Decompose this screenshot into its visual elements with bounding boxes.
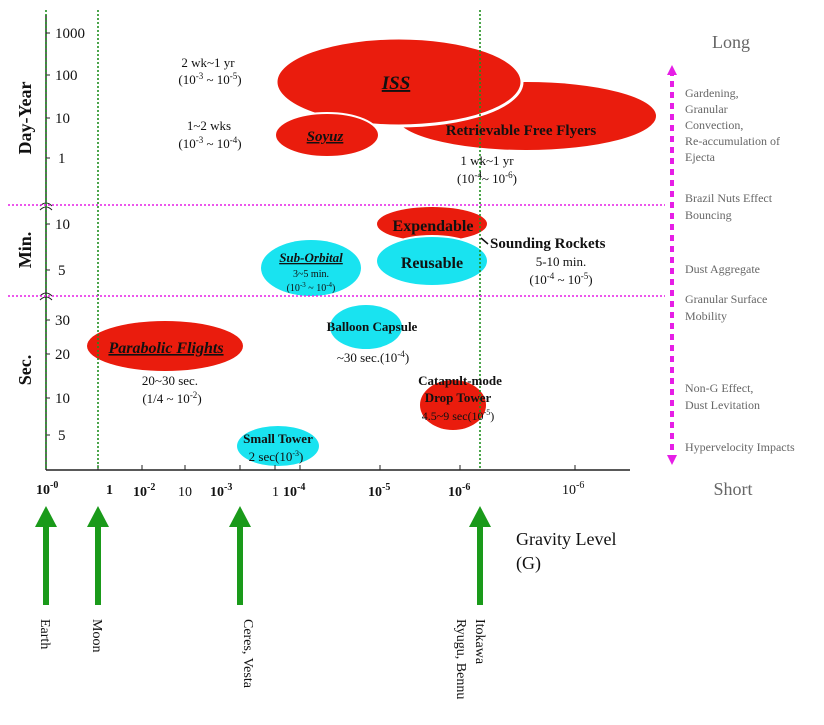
sub-orbital-label: Sub-Orbital	[279, 250, 343, 265]
phenomenon-label: Granular Surface Mobility	[685, 292, 770, 323]
drop-tower-ellipse	[420, 380, 486, 430]
x-axis-title: Gravity Level	[516, 529, 616, 549]
x-tick-label: 10-2	[133, 482, 155, 500]
sub-orbital-duration: 3~5 min.	[293, 269, 329, 280]
sounding-rockets-label: Sounding Rockets	[490, 236, 606, 252]
soyuz-gravity: (10-3 ~ 10-4)	[178, 135, 241, 151]
soyuz-duration: 1~2 wks	[187, 118, 231, 133]
x-tick-label: 1	[106, 483, 113, 498]
free-flyers-label: Retrievable Free Flyers	[446, 123, 597, 139]
small-tower-label: Small Tower	[243, 431, 313, 446]
drop-tower-duration: 4.5~9 sec(10-5)	[422, 408, 494, 423]
x-tick-label: 10-4	[283, 482, 305, 500]
y-tick-label: 1	[58, 151, 66, 167]
phenomenon-label: Brazil Nuts Effect Bouncing	[685, 191, 775, 222]
moon-arrow	[87, 506, 109, 605]
parabolic-ellipse	[87, 321, 243, 371]
scale-short-label: Short	[713, 479, 752, 499]
phenomenon-label: Gardening, Granular Convection, Re-accum…	[685, 86, 783, 164]
balloon-duration: ~30 sec.(10-4)	[337, 349, 409, 365]
sounding-rockets-gravity: (10-4 ~ 10-5)	[529, 271, 592, 287]
sub-orbital-ellipse	[261, 240, 361, 296]
y-tick-label: 10	[55, 391, 70, 407]
y-tick-label: 5	[58, 263, 66, 279]
x-tick-label-fragment: 1	[272, 485, 279, 500]
ceres-arrow	[229, 506, 251, 605]
parabolic-label: Parabolic Flights	[107, 340, 223, 357]
x-tick-label: 10-0	[36, 480, 58, 498]
sub-orbital-gravity: (10-3 ~ 10-4)	[287, 281, 336, 294]
catapult-label: Catapult-mode	[418, 373, 502, 388]
body-label-earth: Earth	[37, 619, 52, 649]
small-tower-duration: 2 sec(10-3)	[249, 449, 304, 464]
reusable-ellipse	[375, 235, 489, 287]
x-tick-label: 10-5	[368, 482, 390, 500]
iss-label: ISS	[381, 73, 411, 94]
parabolic-duration: 20~30 sec.	[142, 373, 198, 388]
parabolic-gravity: (1/4 ~ 10-2)	[142, 390, 201, 406]
expendable-label: Expendable	[393, 218, 474, 235]
body-arrows	[35, 506, 491, 605]
free-flyers-gravity: (10-4~ 10-6)	[457, 170, 517, 186]
balloon-label: Balloon Capsule	[327, 319, 418, 334]
x-axis-title-unit: (G)	[516, 553, 541, 574]
y-tick-label: 10	[55, 217, 70, 233]
band-label-minutes: Min.	[15, 232, 35, 269]
sounding-rockets-duration: 5-10 min.	[536, 254, 587, 269]
earth-arrow	[35, 506, 57, 605]
y-tick-label: 100	[55, 68, 78, 84]
x-tick-marks	[97, 465, 576, 470]
phenomenon-label: Dust Aggregate	[685, 262, 760, 276]
body-label-itokawa: Itokawa	[472, 619, 487, 665]
phenomenon-label: Hypervelocity Impacts	[685, 440, 795, 454]
phenomenon-label: Non-G Effect, Dust Levitation	[685, 381, 760, 412]
band-label-day-year: Day-Year	[15, 82, 35, 155]
small-tower-ellipse	[237, 426, 319, 466]
scale-long-label: Long	[712, 32, 750, 52]
iss-gravity: (10-3 ~ 10-5)	[178, 71, 241, 87]
x-tick-label: 10-6	[448, 482, 470, 500]
band-label-seconds: Sec.	[15, 355, 35, 386]
sounding-rockets-pointer	[480, 237, 489, 245]
soyuz-label: Soyuz	[307, 129, 344, 145]
balloon-ellipse	[330, 305, 402, 349]
y-tick-label: 10	[55, 111, 70, 127]
reusable-label: Reusable	[401, 255, 463, 272]
free-flyers-duration: 1 wk~1 yr	[460, 153, 514, 168]
x-tick-label: 10-3	[210, 482, 232, 500]
expendable-ellipse	[377, 207, 487, 241]
y-tick-label: 30	[55, 313, 70, 329]
y-tick-label: 20	[55, 347, 70, 363]
x-tick-label-fragment: 10	[178, 485, 192, 500]
itokawa-arrow	[469, 506, 491, 605]
drop-tower-label: Drop Tower	[425, 390, 492, 405]
soyuz-ellipse	[274, 112, 380, 158]
y-axis-break-lower	[39, 292, 53, 301]
body-label-ceres-vesta: Ceres, Vesta	[240, 619, 255, 689]
body-label-moon: Moon	[89, 619, 104, 652]
y-tick-label: 1000	[55, 26, 85, 42]
iss-duration: 2 wk~1 yr	[181, 55, 235, 70]
body-label-ryugu-bennu: Ryugu, Bennu	[453, 619, 468, 699]
iss-ellipse	[274, 36, 524, 128]
x-tick-label: 10-6	[562, 480, 584, 498]
y-tick-label: 5	[58, 428, 66, 444]
